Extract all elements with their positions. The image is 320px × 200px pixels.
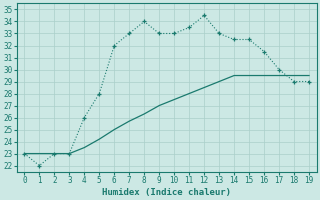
X-axis label: Humidex (Indice chaleur): Humidex (Indice chaleur) xyxy=(102,188,231,197)
